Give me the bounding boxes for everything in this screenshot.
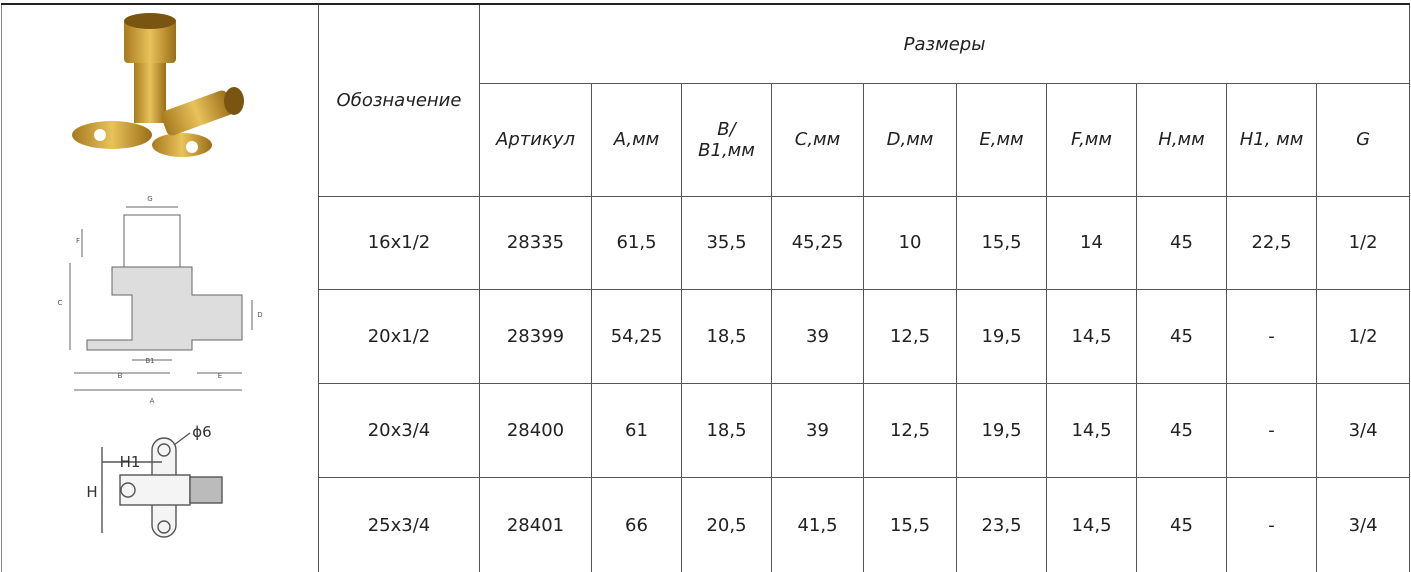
cell: 14 xyxy=(1047,196,1137,290)
cell: 45 xyxy=(1137,196,1227,290)
column-header-text: C,мм xyxy=(795,129,840,150)
cell: 3/4 xyxy=(1317,478,1410,572)
cell: 18,5 xyxy=(682,384,772,478)
column-header-text: D,мм xyxy=(887,129,934,150)
cell: 14,5 xyxy=(1047,290,1137,384)
cell: 28401 xyxy=(480,478,592,572)
cell: 39 xyxy=(772,290,864,384)
cell: - xyxy=(1227,478,1317,572)
column-header-text: F,мм xyxy=(1071,129,1112,150)
cell: 19,5 xyxy=(957,290,1047,384)
designation-cell: 20x3/4 xyxy=(319,384,480,478)
cell: 22,5 xyxy=(1227,196,1317,290)
designation-header: Обозначение xyxy=(319,4,480,196)
cell: 15,5 xyxy=(957,196,1047,290)
drawing-label: B1 xyxy=(145,357,154,365)
plan-drawing xyxy=(102,433,222,537)
product-photo xyxy=(72,13,244,157)
column-header: E,мм xyxy=(957,84,1047,196)
drawing-label: F xyxy=(76,237,80,245)
drawing-label: G xyxy=(147,195,152,203)
images: G F C D B1 B E A H1 Hϕ6 xyxy=(2,5,319,567)
plan-label: H xyxy=(86,483,97,501)
column-header: G xyxy=(1317,84,1410,196)
cell: 39 xyxy=(772,384,864,478)
designation-cell: 20x1/2 xyxy=(319,290,480,384)
designation-cell: 16x1/2 xyxy=(319,196,480,290)
plan-label: ϕ6 xyxy=(192,423,211,441)
cell: 1/2 xyxy=(1317,290,1410,384)
plan-label: H1 xyxy=(120,453,141,471)
drawing-label: C xyxy=(58,299,63,307)
drawing-label: B xyxy=(118,372,123,380)
drawing-label: E xyxy=(218,372,222,380)
cell: 1/2 xyxy=(1317,196,1410,290)
drawing-label: D xyxy=(257,311,262,319)
drawing-label: A xyxy=(150,397,155,405)
page: G F C D B1 B E A H1 Hϕ6 Обозначение Размеры Арти… xyxy=(0,0,1411,565)
cell: 45,25 xyxy=(772,196,864,290)
cell: 45 xyxy=(1137,290,1227,384)
cell: - xyxy=(1227,384,1317,478)
cell: 3/4 xyxy=(1317,384,1410,478)
cell: 35,5 xyxy=(682,196,772,290)
cell: 12,5 xyxy=(864,384,957,478)
cell: 19,5 xyxy=(957,384,1047,478)
column-header: H1, мм xyxy=(1227,84,1317,196)
column-header: H,мм xyxy=(1137,84,1227,196)
column-header-text: H,мм xyxy=(1158,129,1204,150)
column-header: D,мм xyxy=(864,84,957,196)
column-header-text: H1, мм xyxy=(1240,129,1304,150)
cell: 61,5 xyxy=(592,196,682,290)
section-drawing xyxy=(70,207,252,390)
cell: 28335 xyxy=(480,196,592,290)
cell: 45 xyxy=(1137,478,1227,572)
cell: 15,5 xyxy=(864,478,957,572)
designation-cell: 25x3/4 xyxy=(319,478,480,572)
column-header: Артикул xyxy=(480,84,592,196)
cell: 14,5 xyxy=(1047,384,1137,478)
cell: 66 xyxy=(592,478,682,572)
column-header-text: E,мм xyxy=(979,129,1023,150)
column-header-text: Артикул xyxy=(496,129,575,150)
cell: 18,5 xyxy=(682,290,772,384)
column-header: C,мм xyxy=(772,84,864,196)
column-header-text: G xyxy=(1356,129,1370,150)
group-header: Размеры xyxy=(480,4,1410,84)
cell: 41,5 xyxy=(772,478,864,572)
column-header: B/ B1,мм xyxy=(682,84,772,196)
column-header-text: A,мм xyxy=(614,129,660,150)
cell: 10 xyxy=(864,196,957,290)
cell: 28399 xyxy=(480,290,592,384)
cell: 61 xyxy=(592,384,682,478)
column-header: A,мм xyxy=(592,84,682,196)
cell: 23,5 xyxy=(957,478,1047,572)
cell: 20,5 xyxy=(682,478,772,572)
cell: - xyxy=(1227,290,1317,384)
cell: 12,5 xyxy=(864,290,957,384)
cell: 54,25 xyxy=(592,290,682,384)
cell: 45 xyxy=(1137,384,1227,478)
cell: 14,5 xyxy=(1047,478,1137,572)
cell: 28400 xyxy=(480,384,592,478)
column-header: F,мм xyxy=(1047,84,1137,196)
column-header-text: B/ B1,мм xyxy=(698,119,756,161)
